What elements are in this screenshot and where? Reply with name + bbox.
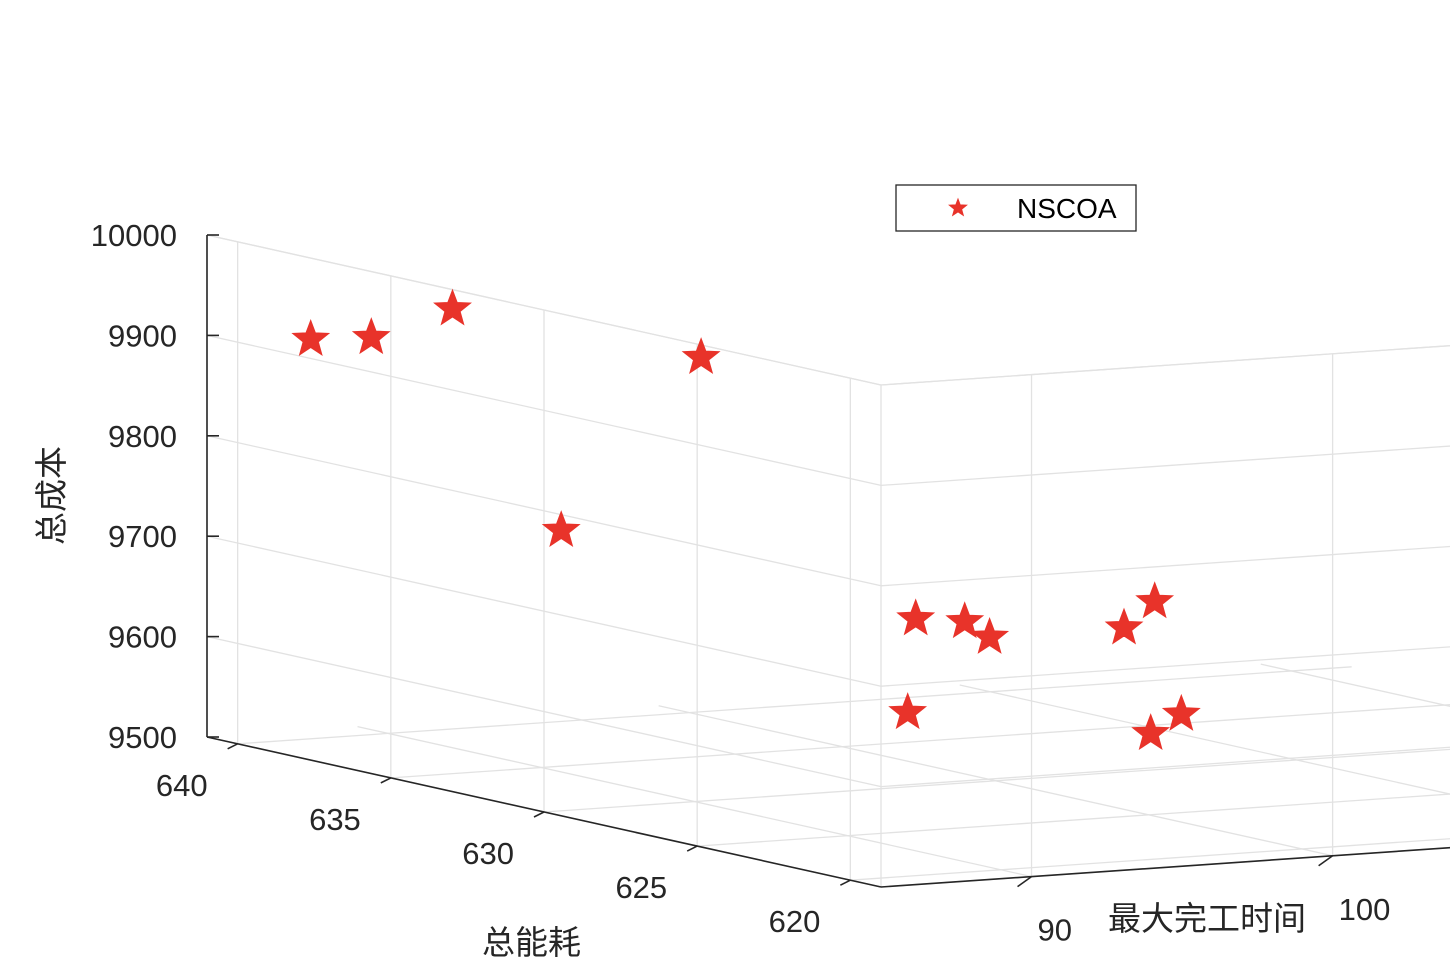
data-point-star bbox=[541, 510, 581, 547]
data-point-star bbox=[970, 616, 1010, 654]
data-point-star bbox=[896, 598, 936, 636]
data-points bbox=[291, 288, 1201, 751]
box-edge bbox=[880, 847, 1450, 888]
x-axis-line bbox=[880, 846, 1450, 888]
legend-box bbox=[895, 184, 1137, 232]
y-tick-mark bbox=[533, 811, 545, 818]
y-tick-label: 640 bbox=[156, 768, 208, 803]
x-tick-mark bbox=[1017, 875, 1033, 888]
grid-line bbox=[697, 793, 1450, 847]
grid-line bbox=[880, 746, 1450, 788]
z-tick-label: 9700 bbox=[108, 519, 177, 554]
data-point-star bbox=[351, 317, 391, 355]
z-tick-label: 10000 bbox=[91, 218, 177, 253]
z-tick-label: 9900 bbox=[108, 318, 177, 353]
grid-line bbox=[959, 684, 1450, 795]
grid-line bbox=[390, 704, 1450, 779]
tick-labels: 9500 9600 9700 9800 9900 10000 620 625 630 635 640… bbox=[91, 218, 1391, 948]
grid-line bbox=[880, 545, 1450, 587]
z-axis-label: 总成本 bbox=[32, 446, 71, 545]
grid-line bbox=[206, 334, 882, 487]
legend-entry-nscoa: NSCOA bbox=[1017, 193, 1117, 224]
y-axis-label: 总能耗 bbox=[482, 923, 581, 962]
data-point-star bbox=[888, 692, 928, 730]
grid-line bbox=[1260, 663, 1450, 707]
y-tick-mark bbox=[380, 777, 392, 784]
grid-line bbox=[850, 838, 1450, 881]
box-edge bbox=[880, 345, 1450, 386]
x-tick-mark bbox=[1318, 855, 1334, 867]
legend-star-icon bbox=[948, 197, 968, 217]
data-point-star bbox=[1135, 581, 1175, 619]
y-tick-mark bbox=[227, 743, 238, 750]
y-tick-label: 625 bbox=[615, 870, 667, 905]
z-tick-label: 9800 bbox=[108, 419, 177, 454]
data-point-star bbox=[291, 318, 331, 356]
grid-line bbox=[880, 445, 1450, 487]
box-edge bbox=[206, 234, 882, 386]
y-tick-label: 620 bbox=[769, 904, 821, 939]
grid-line bbox=[206, 635, 882, 788]
y-tick-mark bbox=[840, 879, 851, 886]
grid-lines bbox=[206, 234, 1450, 888]
grid-line bbox=[206, 535, 882, 687]
legend: NSCOA bbox=[895, 184, 1137, 232]
x-axis-label: 最大完工时间 bbox=[1108, 899, 1306, 938]
data-point-star bbox=[1131, 713, 1171, 751]
grid-line bbox=[880, 847, 1450, 888]
z-tick-label: 9600 bbox=[108, 620, 177, 655]
z-tick-label: 9500 bbox=[108, 720, 177, 755]
grid-line bbox=[543, 748, 1450, 813]
axes bbox=[206, 235, 1450, 888]
data-point-star bbox=[681, 337, 721, 375]
data-point-star bbox=[945, 601, 985, 639]
grid-line bbox=[880, 646, 1450, 687]
grid-line bbox=[237, 666, 1352, 745]
data-point-star bbox=[1104, 607, 1144, 645]
grid-line bbox=[880, 345, 1450, 386]
data-point-star bbox=[433, 288, 472, 326]
legend-marker bbox=[948, 197, 968, 217]
data-point-star bbox=[1161, 693, 1201, 731]
y-tick-label: 630 bbox=[462, 836, 514, 871]
x-tick-label: 100 bbox=[1339, 892, 1391, 927]
y-tick-mark bbox=[686, 845, 698, 852]
x-tick-label: 90 bbox=[1038, 913, 1072, 948]
y-tick-label: 635 bbox=[309, 802, 361, 837]
grid-line bbox=[206, 435, 882, 587]
